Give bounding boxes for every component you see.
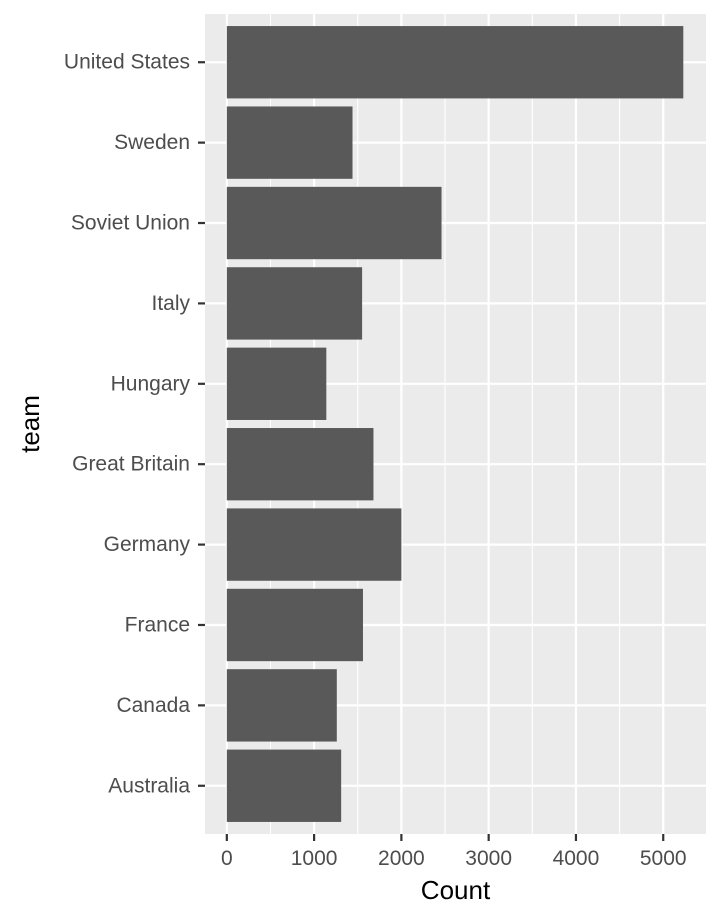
x-tick-label: 5000 — [640, 847, 687, 870]
bar-sweden — [226, 106, 353, 179]
bar-united-states — [226, 26, 684, 99]
y-tick-label: Germany — [104, 533, 191, 556]
y-tick-label: Australia — [108, 774, 190, 797]
bar-australia — [226, 749, 342, 822]
bar-france — [226, 588, 363, 662]
bar-canada — [226, 669, 337, 742]
x-axis: 0 1000 2000 3000 4000 5000 — [221, 834, 687, 870]
bar-germany — [226, 508, 402, 581]
y-tick-label: Soviet Union — [71, 212, 190, 235]
y-tick-label: United States — [64, 51, 190, 74]
bar-soviet-union — [226, 186, 442, 260]
bar-great-britain — [226, 428, 374, 501]
y-tick-label: Sweden — [114, 131, 190, 154]
y-axis: Australia Canada France Germany Great Britai… — [64, 51, 205, 797]
y-axis-title: team — [15, 395, 45, 453]
y-tick-label: Hungary — [111, 372, 191, 395]
x-tick-label: 4000 — [553, 847, 600, 870]
y-tick-label: Italy — [151, 292, 190, 315]
bar-hungary — [226, 347, 327, 420]
y-tick-label: France — [125, 613, 190, 636]
x-tick-label: 2000 — [378, 847, 425, 870]
bar-italy — [226, 267, 363, 340]
major-gridlines — [205, 14, 706, 834]
x-tick-label: 3000 — [465, 847, 512, 870]
y-tick-label: Great Britain — [72, 453, 190, 476]
x-axis-title: Count — [421, 875, 491, 905]
x-tick-label: 1000 — [291, 847, 338, 870]
y-tick-label: Canada — [116, 694, 190, 717]
bars — [226, 26, 684, 822]
x-tick-label: 0 — [221, 847, 233, 870]
